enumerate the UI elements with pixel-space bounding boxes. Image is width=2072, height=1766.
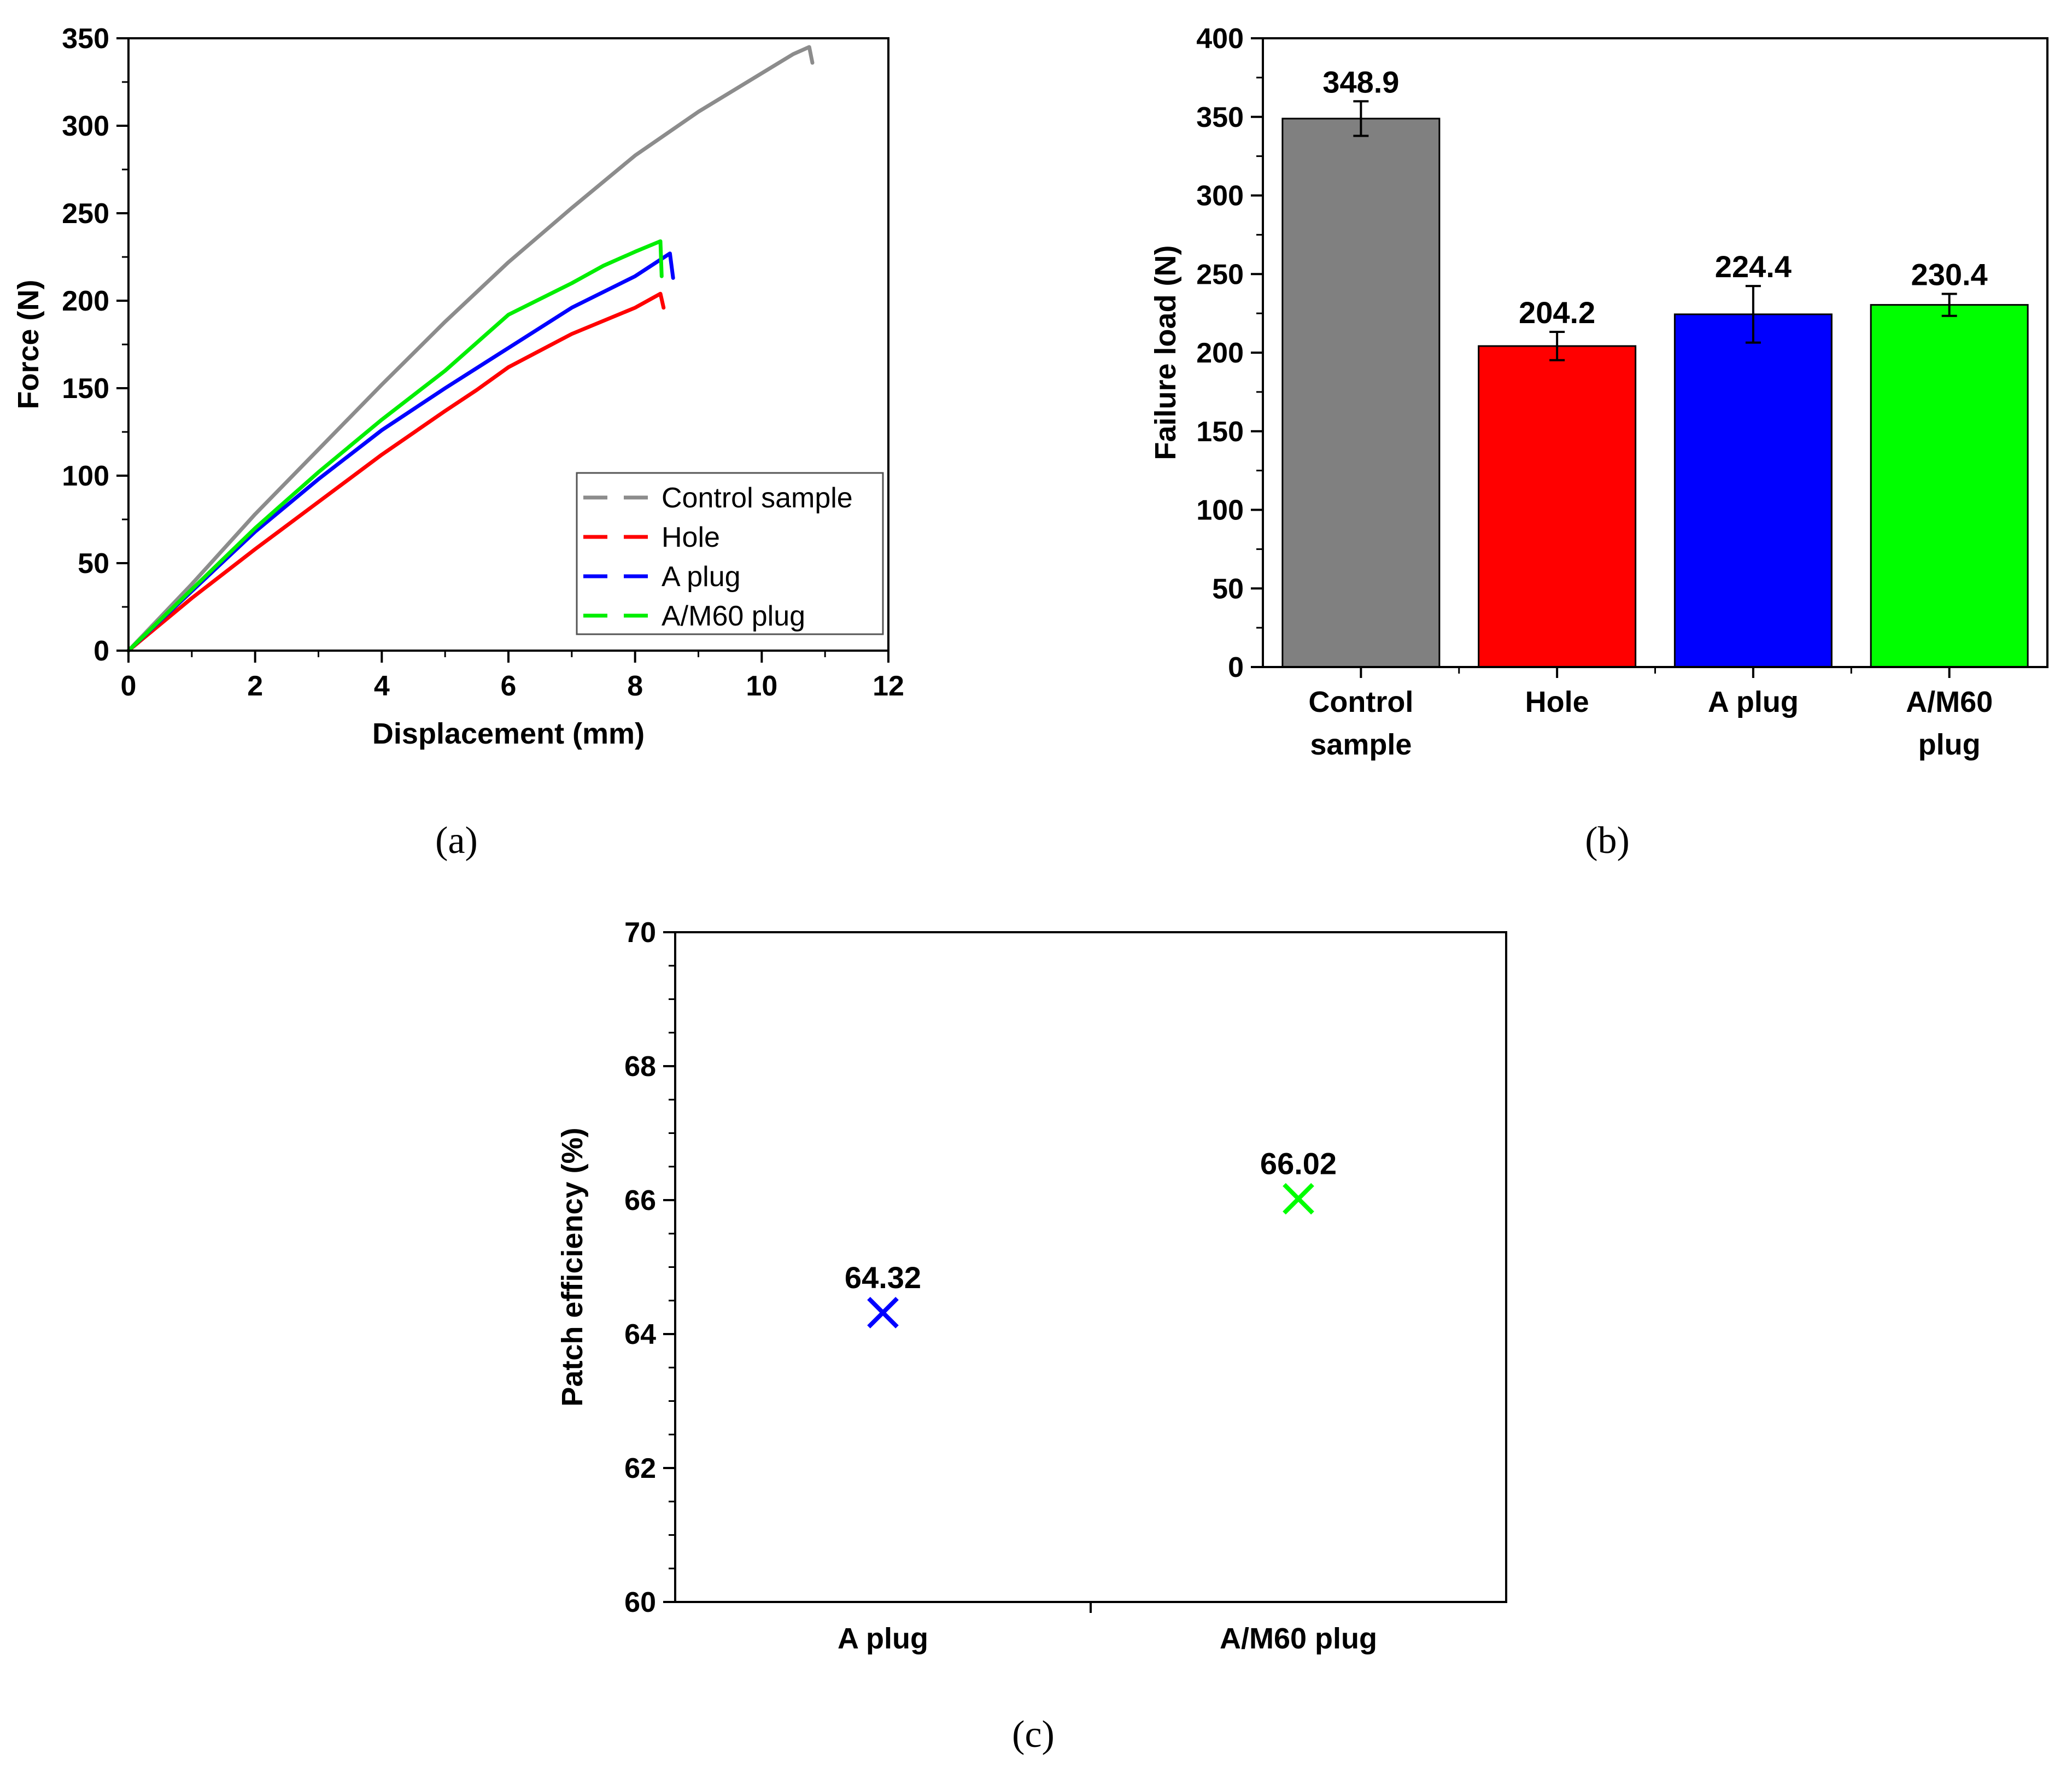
chart-a-y-tick-label: 0 <box>93 635 109 667</box>
chart-c-y-tick-label: 66 <box>624 1185 656 1217</box>
chart-a-series-line-hole <box>126 291 666 653</box>
chart-a-legend-label-a-m60-plug: A/M60 plug <box>662 600 805 632</box>
chart-b-bar-failure-load: 348.9 204.2 224.4 230.4 0 50 100 150 200 250 300 3… <box>1149 23 2048 761</box>
chart-c-point-a-m60-plug <box>1283 1183 1314 1215</box>
chart-b-category-label: A plug <box>1708 686 1799 718</box>
chart-a-y-tick-label: 250 <box>62 198 109 230</box>
chart-b-y-tick-label: 250 <box>1196 259 1244 290</box>
chart-b-y-tick-label: 200 <box>1196 337 1244 369</box>
chart-b-bar-a-plug <box>1673 313 1833 668</box>
chart-a-legend-box <box>576 472 884 635</box>
chart-c-y-tick-label: 60 <box>624 1587 656 1618</box>
chart-b-category-label: sample <box>1310 728 1412 761</box>
chart-b-bar-hole <box>1478 345 1637 668</box>
chart-c-value-label-a-plug: 64.32 <box>845 1260 921 1295</box>
chart-b-value-label-a-plug: 224.4 <box>1715 249 1792 284</box>
chart-b-category-label: Hole <box>1525 686 1589 718</box>
chart-c-plot-frame <box>674 931 1507 1603</box>
chart-c-y-tick-label: 70 <box>624 917 656 949</box>
chart-c-category-label-a-m60-plug: A/M60 plug <box>1220 1622 1377 1655</box>
chart-a-y-tick-label: 100 <box>62 460 109 492</box>
chart-c-y-tick-label: 68 <box>624 1051 656 1083</box>
chart-b-value-label-hole: 204.2 <box>1519 295 1595 330</box>
chart-a-x-tick-label: 6 <box>501 670 517 702</box>
chart-b-y-tick-label: 0 <box>1228 652 1244 683</box>
chart-a-y-tick-label: 300 <box>62 110 109 142</box>
chart-a-x-axis-label: Displacement (mm) <box>372 717 645 750</box>
caption-c: (c) <box>1012 1714 1055 1756</box>
caption-b: (b) <box>1585 820 1630 862</box>
chart-b-bar-control-sample <box>1281 118 1441 668</box>
chart-c-point-a-plug <box>867 1296 899 1329</box>
chart-a-legend-label-hole: Hole <box>662 522 720 553</box>
chart-b-y-axis-label: Failure load (N) <box>1149 245 1182 460</box>
chart-b-category-label: plug <box>1918 728 1981 761</box>
chart-a-legend-label-a-plug: A plug <box>662 561 741 593</box>
chart-b-category-label: A/M60 <box>1906 686 1993 718</box>
chart-a-y-axis-label: Force (N) <box>12 279 45 409</box>
chart-b-y-tick-label: 400 <box>1196 23 1244 55</box>
chart-a-x-tick-label: 4 <box>374 670 390 702</box>
chart-a-series-line-a-plug <box>126 252 675 653</box>
chart-b-value-label-control-sample: 348.9 <box>1322 65 1399 99</box>
chart-a-y-tick-label: 200 <box>62 285 109 317</box>
chart-a-x-tick-label: 2 <box>247 670 263 702</box>
chart-c-y-tick-label: 62 <box>624 1453 656 1484</box>
chart-a-x-tick-label: 0 <box>121 670 137 702</box>
chart-a-x-tick-label: 10 <box>746 670 777 702</box>
chart-b-category-label: Control <box>1308 686 1413 718</box>
chart-c-category-label-a-plug: A plug <box>838 1622 928 1655</box>
chart-a-series-line-a-m60-plug <box>126 239 664 653</box>
chart-b-bar-a-m60-plug <box>1870 304 2029 668</box>
chart-a-series-line-control-sample <box>126 45 815 653</box>
chart-b-y-tick-label: 350 <box>1196 102 1244 133</box>
chart-a-y-tick-label: 150 <box>62 373 109 405</box>
chart-b-y-tick-label: 150 <box>1196 416 1244 448</box>
chart-c-y-axis-label: Patch efficiency (%) <box>556 1127 589 1406</box>
caption-a: (a) <box>435 820 478 862</box>
chart-b-y-tick-label: 50 <box>1212 573 1244 605</box>
chart-a-y-tick-label: 50 <box>78 548 109 580</box>
chart-a-legend: Control sample Hole A plug A/M60 plug <box>576 472 884 635</box>
chart-a-y-tick-label: 350 <box>62 23 109 55</box>
chart-b-y-tick-label: 300 <box>1196 180 1244 212</box>
chart-a-x-tick-label: 12 <box>873 670 904 702</box>
chart-b-value-label-a-m60-plug: 230.4 <box>1911 257 1988 291</box>
chart-a-line-force-displacement: 0 2 4 6 8 10 12 0 50 100 150 200 250 300 350 Displacem… <box>12 23 904 750</box>
chart-b-y-tick-label: 100 <box>1196 495 1244 527</box>
chart-c-y-tick-label: 64 <box>624 1319 656 1350</box>
chart-a-x-tick-label: 8 <box>627 670 643 702</box>
chart-c-value-label-a-m60-plug: 66.02 <box>1260 1147 1337 1181</box>
chart-a-legend-label-control-sample: Control sample <box>662 482 853 514</box>
